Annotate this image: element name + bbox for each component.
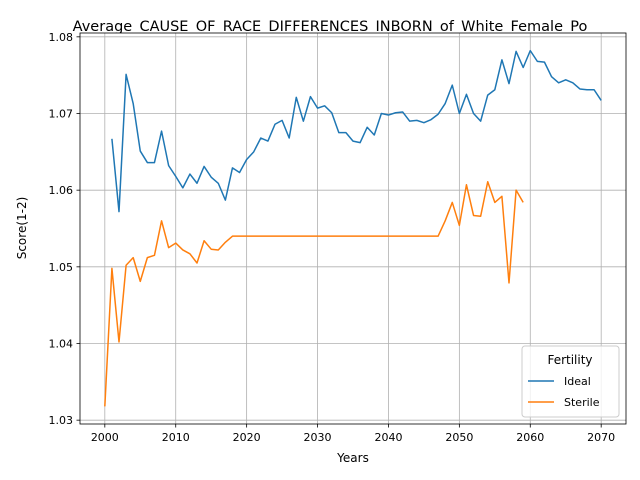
y-tick-label: 1.06 xyxy=(49,184,74,197)
x-tick-label: 2020 xyxy=(233,431,261,444)
series-lines xyxy=(104,49,602,407)
x-tick-label: 2050 xyxy=(445,431,473,444)
x-tick-label: 2070 xyxy=(587,431,615,444)
series-line-ideal xyxy=(111,49,602,213)
y-tick-label: 1.05 xyxy=(49,261,74,274)
x-tick-label: 2040 xyxy=(374,431,402,444)
legend-box xyxy=(521,345,620,418)
x-tick-label: 2030 xyxy=(304,431,332,444)
legend-label-sterile: Sterile xyxy=(564,396,600,409)
y-axis-label: Score(1-2) xyxy=(15,197,29,260)
legend-entries: Ideal Sterile xyxy=(528,375,600,409)
legend: Fertility Ideal Sterile xyxy=(521,345,620,418)
x-axis: 2000 2010 2020 2030 2040 2050 2060 2070 xyxy=(91,424,615,444)
x-axis-label: Years xyxy=(336,451,369,465)
x-tick-label: 2060 xyxy=(516,431,544,444)
chart-title: Average_CAUSE_OF_RACE_DIFFERENCES_INBORN… xyxy=(73,19,588,35)
legend-label-ideal: Ideal xyxy=(564,375,591,388)
y-tick-label: 1.03 xyxy=(49,414,74,427)
x-tick-label: 2000 xyxy=(91,431,119,444)
series-line-sterile xyxy=(104,180,524,407)
y-tick-label: 1.07 xyxy=(49,108,74,121)
plot-frame xyxy=(79,32,627,425)
grid-lines xyxy=(80,33,626,424)
y-tick-label: 1.08 xyxy=(49,31,74,44)
y-axis: 1.03 1.04 1.05 1.06 1.07 1.08 xyxy=(49,31,80,427)
y-tick-label: 1.04 xyxy=(49,338,74,351)
legend-title: Fertility xyxy=(547,353,592,367)
x-tick-label: 2010 xyxy=(162,431,190,444)
